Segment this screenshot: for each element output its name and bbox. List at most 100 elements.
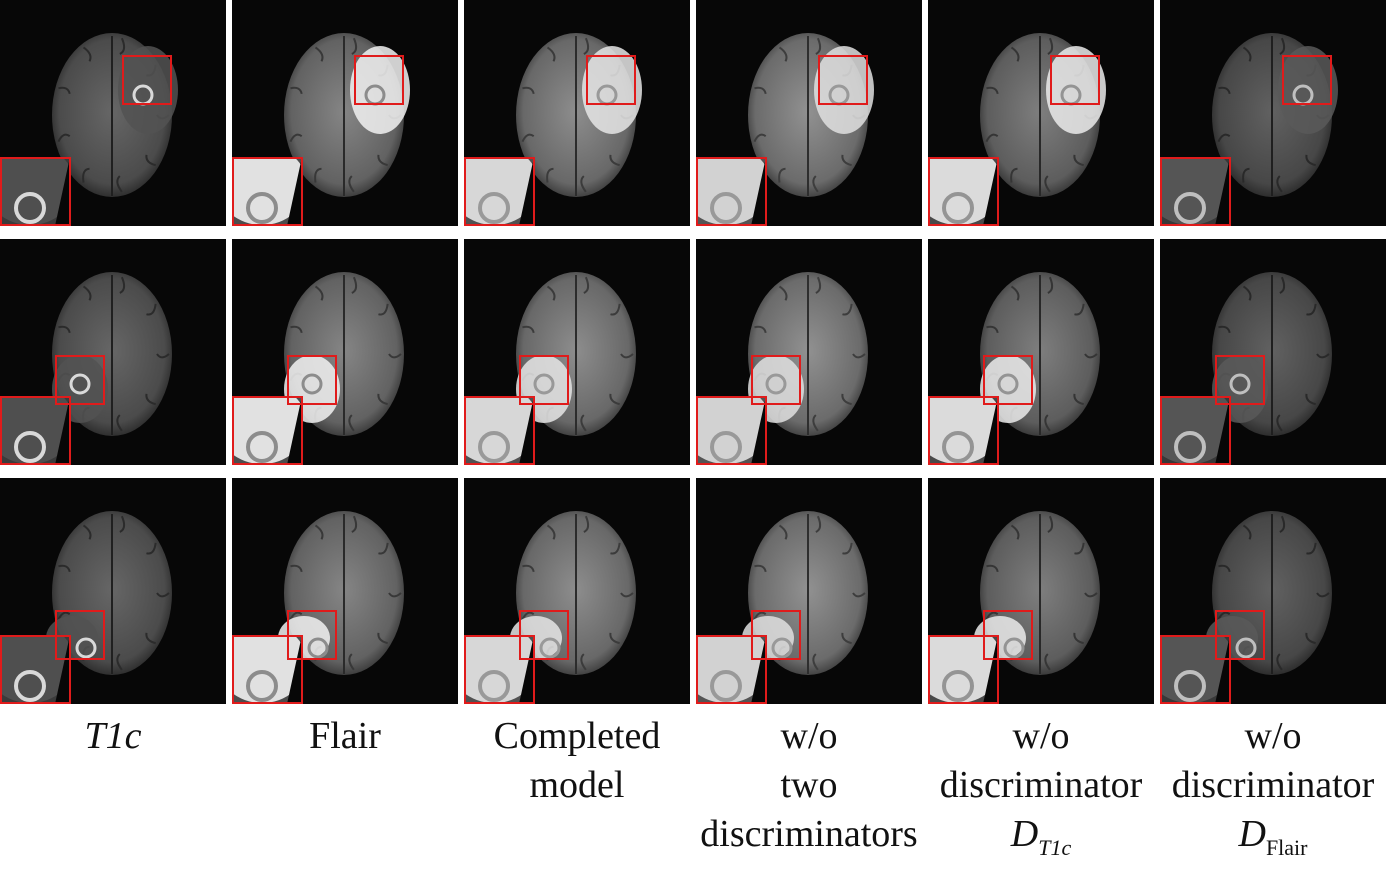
inset-frame — [928, 157, 999, 226]
sulcus — [146, 303, 157, 316]
sulcus — [377, 154, 388, 167]
inset-zoom — [464, 396, 534, 465]
sulcus — [778, 285, 788, 301]
mri-slice — [0, 272, 172, 465]
panel-r2-flair — [232, 239, 458, 465]
inset-frame — [232, 396, 303, 465]
sulcus — [778, 46, 788, 62]
zoom-region-frame — [586, 55, 636, 105]
panel-r3-wo-two — [696, 478, 922, 704]
sulcus — [1242, 285, 1252, 301]
sulcus — [841, 632, 852, 645]
inset-frame — [928, 635, 999, 704]
sulcus — [985, 133, 999, 143]
inset-zoom — [696, 635, 766, 704]
sulcus — [1047, 37, 1054, 55]
sulcus — [351, 515, 358, 533]
mri-slice — [232, 272, 404, 465]
inset-rim — [246, 192, 278, 224]
lesion-rim — [1229, 373, 1251, 395]
sulcus — [1010, 524, 1020, 540]
caption-wo-dt1c-line-1: w/o — [1012, 715, 1070, 757]
inset-edge — [519, 396, 534, 465]
sulcus — [119, 276, 126, 294]
lesion-rim — [997, 373, 1019, 395]
zoom-region-frame — [55, 355, 105, 405]
inset-zoom — [464, 157, 534, 226]
caption-wo-dt1c-line-2: discriminator — [939, 764, 1143, 806]
sulcus — [1074, 303, 1085, 316]
sulcus — [812, 414, 819, 432]
sulcus — [521, 611, 535, 621]
inset-rim — [942, 431, 974, 463]
panel-r3-wo-dt1c — [928, 478, 1154, 704]
sulcus — [1305, 632, 1316, 645]
inset-rim — [478, 192, 510, 224]
sulcus — [1276, 175, 1283, 193]
sulcus — [753, 611, 767, 621]
sulcus — [778, 524, 788, 540]
sulcus — [156, 592, 170, 598]
caption-wo-two-line-1: w/o — [780, 715, 838, 757]
mri-slice — [696, 33, 874, 226]
sulcus — [986, 325, 999, 334]
panel-r1-completed — [464, 0, 690, 226]
inset-rim — [14, 431, 46, 463]
caption-d-t1c-main: D — [1010, 813, 1039, 855]
sulcus — [1044, 414, 1051, 432]
panel-r1-t1c — [0, 0, 226, 226]
lesion-rim — [539, 637, 561, 659]
inset-frame — [696, 635, 767, 704]
lesion-rim — [75, 637, 97, 659]
sulcus — [1044, 653, 1051, 671]
sulcus — [116, 175, 123, 193]
inset-edge — [983, 635, 998, 704]
inset-rim — [1174, 192, 1206, 224]
caption-d-t1c-sub: T1c — [1038, 835, 1072, 860]
caption-wo-two: w/o two discriminators — [696, 712, 922, 859]
inset-edge — [287, 396, 302, 465]
inset-zoom — [928, 396, 998, 465]
sulcus — [1217, 611, 1231, 621]
sulcus — [82, 46, 92, 62]
caption-completed: Completed model — [464, 712, 690, 810]
inset-zoom — [1160, 396, 1230, 465]
sulcus — [812, 653, 819, 671]
inset-frame — [0, 157, 71, 226]
sulcus — [546, 46, 556, 62]
panel-r2-wo-two — [696, 239, 922, 465]
caption-wo-dflair-line-2: discriminator — [1171, 764, 1375, 806]
inset-zoom — [232, 635, 302, 704]
inset-rim — [942, 192, 974, 224]
sulcus — [82, 524, 92, 540]
zoom-region-frame — [519, 355, 569, 405]
inset-rim — [942, 670, 974, 702]
sulcus — [388, 353, 402, 359]
caption-completed-line-2: model — [529, 764, 625, 806]
inset-edge — [55, 396, 70, 465]
sulcus — [815, 276, 822, 294]
mri-slice — [696, 272, 868, 465]
lesion-edema — [350, 46, 410, 134]
panel-r1-wo-two — [696, 0, 922, 226]
sulcus — [580, 414, 587, 432]
sulcus — [754, 564, 767, 573]
mri-slice — [0, 33, 178, 226]
lesion-rim — [533, 373, 555, 395]
sulcus — [1010, 285, 1020, 301]
panel-r3-t1c — [0, 478, 226, 704]
inset-rim — [246, 670, 278, 702]
sulcus — [753, 133, 767, 143]
inset-zoom — [696, 396, 766, 465]
sulcus — [1242, 524, 1252, 540]
sulcus — [815, 515, 822, 533]
caption-t1c: T1c — [0, 712, 226, 761]
sulcus — [546, 167, 554, 183]
sulcus — [1218, 564, 1231, 573]
inset-zoom — [928, 157, 998, 226]
sulcus — [583, 515, 590, 533]
sulcus — [348, 653, 355, 671]
sulcus — [522, 86, 535, 95]
sulcus — [145, 632, 156, 645]
inset-zoom — [464, 635, 534, 704]
